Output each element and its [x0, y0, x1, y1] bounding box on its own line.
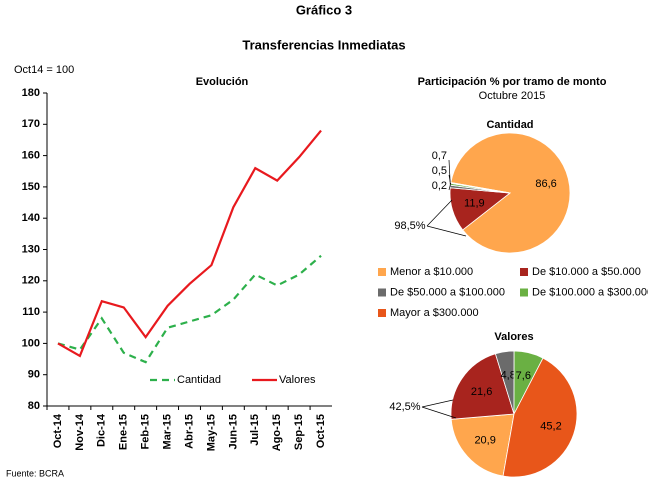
leader-line — [448, 174, 451, 185]
y-tick-label: 160 — [22, 150, 40, 162]
annotation-arrow — [421, 406, 457, 419]
slice-label: 11,9 — [464, 197, 485, 209]
slice-label: 0,5 — [432, 165, 447, 177]
slice-label: 21,6 — [471, 386, 492, 398]
x-tick-label: Feb-15 — [140, 414, 152, 449]
annotation-arrow — [426, 225, 467, 237]
y-tick-label: 140 — [22, 212, 40, 224]
slice-label: 0,2 — [432, 180, 447, 192]
x-tick-label: Abr-15 — [183, 414, 195, 449]
legend-label: De $100.000 a $300.000 — [532, 286, 648, 298]
x-tick-label: Oct-14 — [52, 413, 64, 448]
leader-line — [448, 182, 452, 191]
legend-swatch — [378, 268, 386, 276]
x-tick-label: Ago-15 — [271, 414, 283, 451]
legend-label: Valores — [279, 374, 316, 386]
x-tick-label: Oct-15 — [315, 414, 327, 448]
x-tick-label: May-15 — [205, 414, 217, 451]
y-tick-label: 180 — [22, 87, 40, 99]
y-tick-label: 110 — [22, 306, 40, 318]
legend-label: De $10.000 a $50.000 — [532, 266, 641, 278]
legend-swatch — [520, 268, 528, 276]
annotation-arrow — [421, 399, 454, 408]
legend-label: Mayor a $300.000 — [390, 307, 479, 319]
x-tick-label: Nov-14 — [74, 413, 86, 451]
annotation-arrow — [426, 199, 453, 227]
slice-label: 0,7 — [432, 150, 447, 162]
legend-label: De $50.000 a $100.000 — [390, 286, 505, 298]
pie-slice — [450, 413, 515, 477]
line-title: Evolución — [196, 76, 249, 88]
y-axis-label: Oct14 = 100 — [14, 64, 74, 76]
slice-label: 20,9 — [474, 434, 495, 446]
page-subtitle: Transferencias Inmediatas — [242, 37, 405, 52]
x-tick-label: Sep-15 — [293, 414, 305, 450]
slice-label: 7,6 — [516, 370, 531, 382]
pie-slice — [502, 357, 578, 477]
page-title: Gráfico 3 — [296, 2, 352, 17]
y-tick-label: 130 — [22, 243, 40, 255]
series-line — [57, 129, 322, 358]
pie-title: Cantidad — [486, 119, 533, 131]
y-tick-label: 100 — [22, 337, 40, 349]
slice-label: 45,2 — [540, 420, 561, 432]
slice-label: 4,8 — [501, 369, 516, 381]
series-line — [57, 254, 322, 364]
y-tick-label: 170 — [22, 118, 40, 130]
legend-swatch — [520, 288, 528, 297]
legend-swatch — [378, 309, 386, 317]
x-tick-label: Jul-15 — [249, 414, 261, 446]
legend-label: Cantidad — [177, 374, 221, 386]
pie-annotation: 98,5% — [394, 220, 425, 232]
pie-section-title: Participación % por tramo de monto — [418, 76, 607, 88]
pie-section-subtitle: Octubre 2015 — [479, 90, 546, 102]
slice-label: 86,6 — [535, 178, 556, 190]
y-tick-label: 80 — [28, 400, 40, 412]
y-tick-label: 90 — [28, 369, 40, 381]
x-tick-label: Jun-15 — [227, 414, 239, 449]
legend-swatch — [378, 288, 386, 297]
y-tick-label: 120 — [22, 275, 40, 287]
pie-slice — [450, 353, 515, 420]
x-tick-label: Mar-15 — [161, 414, 173, 449]
source: Fuente: BCRA — [6, 468, 64, 477]
y-tick-label: 150 — [22, 181, 40, 193]
pie-annotation: 42,5% — [389, 401, 420, 413]
pie-title: Valores — [494, 331, 533, 343]
legend-label: Menor a $10.000 — [390, 266, 473, 278]
x-tick-label: Dic-14 — [96, 413, 108, 447]
x-tick-label: Ene-15 — [118, 414, 130, 450]
